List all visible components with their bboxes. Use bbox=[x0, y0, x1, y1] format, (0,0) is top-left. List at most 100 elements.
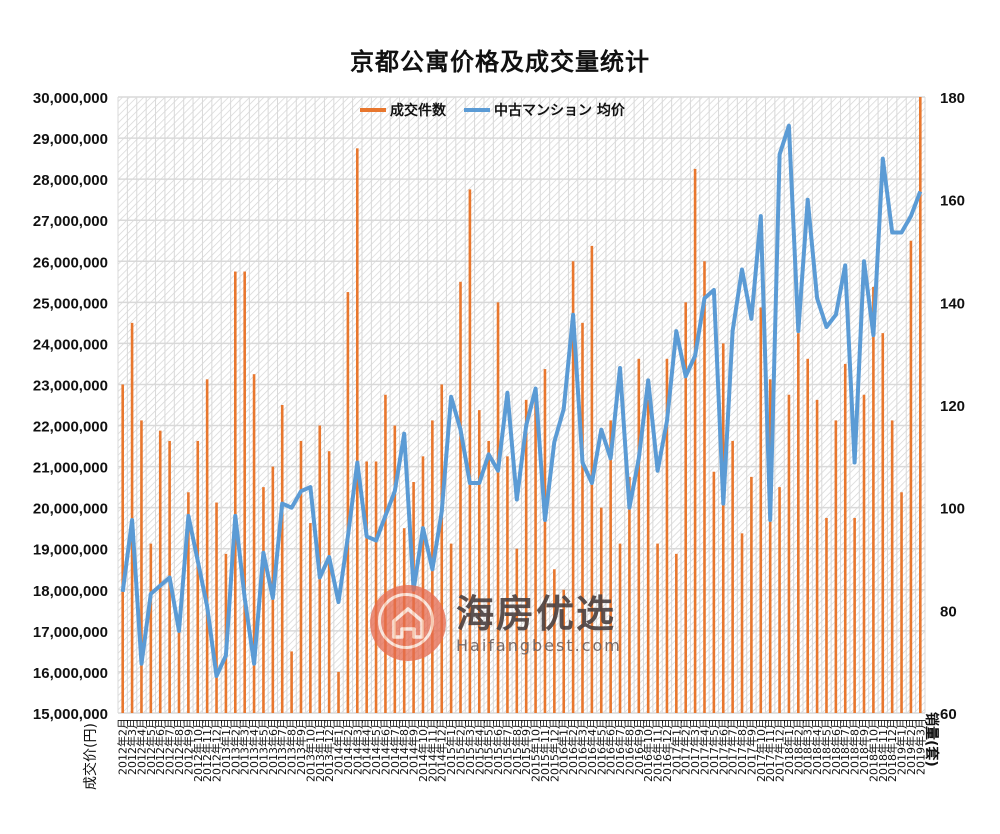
x-tick-label: 2015年10月 bbox=[529, 718, 543, 782]
bar bbox=[374, 461, 378, 713]
bar bbox=[130, 322, 134, 713]
bar bbox=[778, 487, 781, 713]
x-tick-label: 2016年4月 bbox=[585, 718, 599, 775]
x-tick-label: 2013年8月 bbox=[285, 718, 299, 775]
bar bbox=[477, 410, 481, 713]
bar-swatch-icon bbox=[360, 108, 386, 112]
x-tick-label: 2017年10月 bbox=[754, 718, 768, 782]
bar bbox=[712, 471, 716, 713]
x-tick-label: 2017年3月 bbox=[688, 718, 702, 775]
bar bbox=[834, 420, 838, 713]
x-tick-label: 2012年11月 bbox=[200, 718, 214, 782]
left-tick-label: 20,000,000 bbox=[33, 501, 108, 518]
x-tick-label: 2016年5月 bbox=[594, 718, 608, 775]
x-tick-label: 2017年12月 bbox=[773, 718, 787, 782]
bar bbox=[881, 333, 885, 713]
line-series bbox=[120, 123, 923, 678]
x-tick-label: 2018年4月 bbox=[810, 718, 824, 775]
x-tick-label: 2016年7月 bbox=[613, 718, 627, 775]
bar bbox=[543, 369, 547, 713]
bar bbox=[487, 440, 490, 713]
x-tick-label: 2013年3月 bbox=[238, 718, 252, 775]
x-tick-label: 2014年6月 bbox=[378, 718, 392, 775]
x-tick-label: 2018年2月 bbox=[791, 718, 805, 775]
x-tick-label: 2015年9月 bbox=[519, 718, 533, 775]
bar bbox=[740, 533, 744, 713]
left-tick-label: 18,000,000 bbox=[33, 583, 108, 600]
x-tick-label: 2018年3月 bbox=[801, 718, 815, 775]
x-tick-label: 2018年6月 bbox=[829, 718, 843, 775]
chart-title: 京都公寓价格及成交量统计 bbox=[350, 48, 650, 76]
x-tick-label: 2016年10月 bbox=[641, 718, 655, 782]
right-axis-ticks: 60 80 100 120 140 160 180 bbox=[940, 90, 965, 723]
left-axis-title: 成交价(円) bbox=[83, 723, 99, 790]
bar bbox=[215, 502, 218, 713]
bar bbox=[515, 548, 519, 713]
x-tick-label: 2018年5月 bbox=[819, 718, 833, 775]
x-tick-label: 2015年1月 bbox=[444, 718, 458, 775]
bar bbox=[581, 322, 584, 713]
right-tick-label: 180 bbox=[940, 90, 965, 107]
x-tick-label: 2013年5月 bbox=[256, 718, 270, 775]
bar bbox=[721, 343, 725, 713]
x-tick-label: 2012年3月 bbox=[125, 718, 139, 775]
bar bbox=[815, 399, 819, 713]
right-tick-label: 80 bbox=[940, 603, 957, 620]
bar bbox=[646, 399, 650, 713]
bar bbox=[571, 261, 575, 713]
bar bbox=[449, 543, 453, 713]
bar bbox=[421, 456, 425, 713]
bar bbox=[534, 399, 537, 713]
bar bbox=[327, 451, 331, 713]
left-tick-label: 21,000,000 bbox=[33, 460, 108, 477]
bar bbox=[384, 394, 387, 713]
house-in-circle-icon bbox=[370, 585, 446, 661]
bar bbox=[628, 476, 631, 713]
x-tick-label: 2017年2月 bbox=[679, 718, 693, 775]
left-tick-label: 15,000,000 bbox=[33, 706, 108, 723]
x-tick-label: 2016年2月 bbox=[566, 718, 580, 775]
bar bbox=[890, 420, 894, 713]
bar bbox=[562, 589, 566, 713]
left-tick-label: 24,000,000 bbox=[33, 336, 108, 353]
legend-label-bars: 成交件数 bbox=[390, 103, 446, 119]
x-tick-label: 2016年8月 bbox=[622, 718, 636, 775]
x-tick-label: 2017年11月 bbox=[763, 718, 777, 782]
bar bbox=[750, 476, 753, 713]
bar bbox=[205, 379, 209, 713]
bar bbox=[440, 384, 444, 713]
left-tick-label: 30,000,000 bbox=[33, 90, 108, 107]
x-tick-label: 2017年4月 bbox=[697, 718, 711, 775]
bar bbox=[187, 492, 190, 713]
bar bbox=[693, 168, 697, 713]
x-tick-label: 2017年8月 bbox=[735, 718, 749, 775]
x-tick-label: 2016年11月 bbox=[651, 718, 665, 782]
x-tick-label: 2017年9月 bbox=[744, 718, 758, 775]
x-tick-label: 2014年2月 bbox=[341, 718, 355, 775]
left-tick-label: 25,000,000 bbox=[33, 295, 108, 312]
bar bbox=[252, 374, 256, 713]
bar bbox=[599, 507, 603, 713]
x-tick-label: 2014年7月 bbox=[388, 718, 402, 775]
bar bbox=[506, 456, 509, 713]
x-tick-label: 2015年2月 bbox=[454, 718, 468, 775]
x-tick-label: 2013年9月 bbox=[294, 718, 308, 775]
x-tick-label: 2014年5月 bbox=[369, 718, 383, 775]
x-tick-label: 2014年9月 bbox=[407, 718, 421, 775]
x-tick-label: 2013年4月 bbox=[247, 718, 261, 775]
bar bbox=[468, 189, 472, 713]
bar bbox=[825, 517, 828, 713]
x-tick-label: 2014年11月 bbox=[425, 718, 439, 782]
x-tick-label: 2018年8月 bbox=[848, 718, 862, 775]
x-tick-label: 2018年12月 bbox=[885, 718, 899, 782]
x-tick-label: 2012年5月 bbox=[144, 718, 158, 775]
left-tick-label: 19,000,000 bbox=[33, 542, 108, 559]
bar bbox=[365, 461, 368, 713]
left-tick-label: 17,000,000 bbox=[33, 624, 108, 641]
x-tick-label: 2014年8月 bbox=[397, 718, 411, 775]
x-tick-label: 2012年7月 bbox=[163, 718, 177, 775]
x-tick-label: 2015年3月 bbox=[463, 718, 477, 775]
bar bbox=[618, 543, 622, 713]
bar bbox=[121, 384, 124, 713]
